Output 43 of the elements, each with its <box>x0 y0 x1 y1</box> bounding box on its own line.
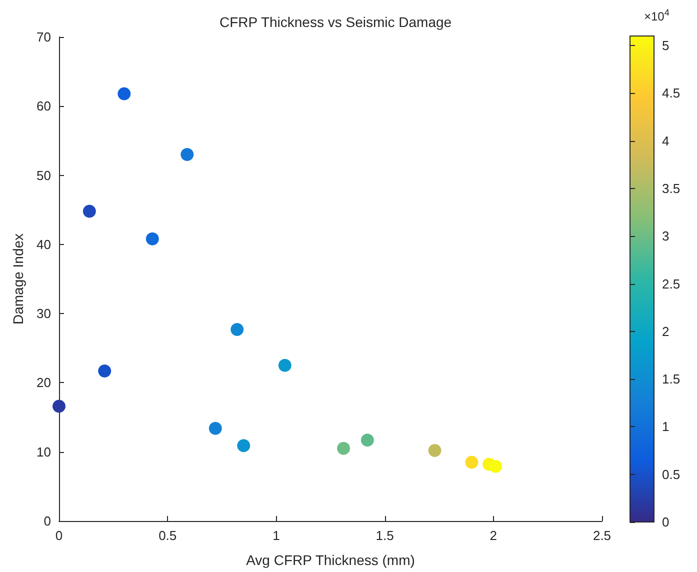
point <box>52 400 66 413</box>
x-tick-label: 2 <box>490 528 498 543</box>
chart-title: CFRP Thickness vs Seismic Damage <box>219 14 452 30</box>
color-bar-label: 3 <box>662 228 670 244</box>
color-bar-label: 3.5 <box>662 180 680 196</box>
y-tick-label: 70 <box>36 30 51 44</box>
y-tick-label: 60 <box>36 98 51 114</box>
color-bar-label: 2.5 <box>662 276 680 292</box>
x-tick-label: 1.5 <box>376 528 394 543</box>
color-bar-label: 1.5 <box>662 372 680 387</box>
point <box>337 442 350 455</box>
color-bar-label: 0.5 <box>662 466 680 482</box>
color-bar-label: 1 <box>662 419 670 434</box>
color-bar-label: 2 <box>662 324 670 339</box>
point <box>180 148 194 162</box>
y-tick-label: 20 <box>36 375 51 390</box>
point <box>230 322 244 336</box>
point <box>146 232 159 246</box>
y-tick-label: 40 <box>36 236 51 252</box>
y-tick-label: 30 <box>36 306 51 322</box>
color-bar-label: 5 <box>662 38 670 54</box>
point <box>360 434 374 447</box>
color-bar-label: 4 <box>662 133 670 148</box>
x-axis-title: Avg CFRP Thickness (mm) <box>246 552 415 568</box>
color-bar-label: 0 <box>662 514 670 530</box>
point <box>465 456 478 469</box>
point <box>98 364 112 378</box>
x-tick-label: 0.5 <box>158 528 177 543</box>
color-bar-label: 4.5 <box>662 86 680 101</box>
point <box>208 422 222 435</box>
y-axis-title: Damage Index <box>10 233 26 325</box>
point <box>118 87 131 100</box>
y-tick-label: 0 <box>44 514 51 528</box>
x-tick-label: 0 <box>55 528 63 543</box>
y-tick-label: 50 <box>36 168 51 183</box>
x-tick-label: 1 <box>272 528 280 543</box>
point <box>489 460 502 473</box>
point <box>428 444 442 457</box>
x-tick-label: 2.5 <box>592 528 612 543</box>
point <box>82 204 96 218</box>
y-tick-label: 10 <box>36 444 51 460</box>
point <box>278 358 292 372</box>
point <box>237 439 250 452</box>
